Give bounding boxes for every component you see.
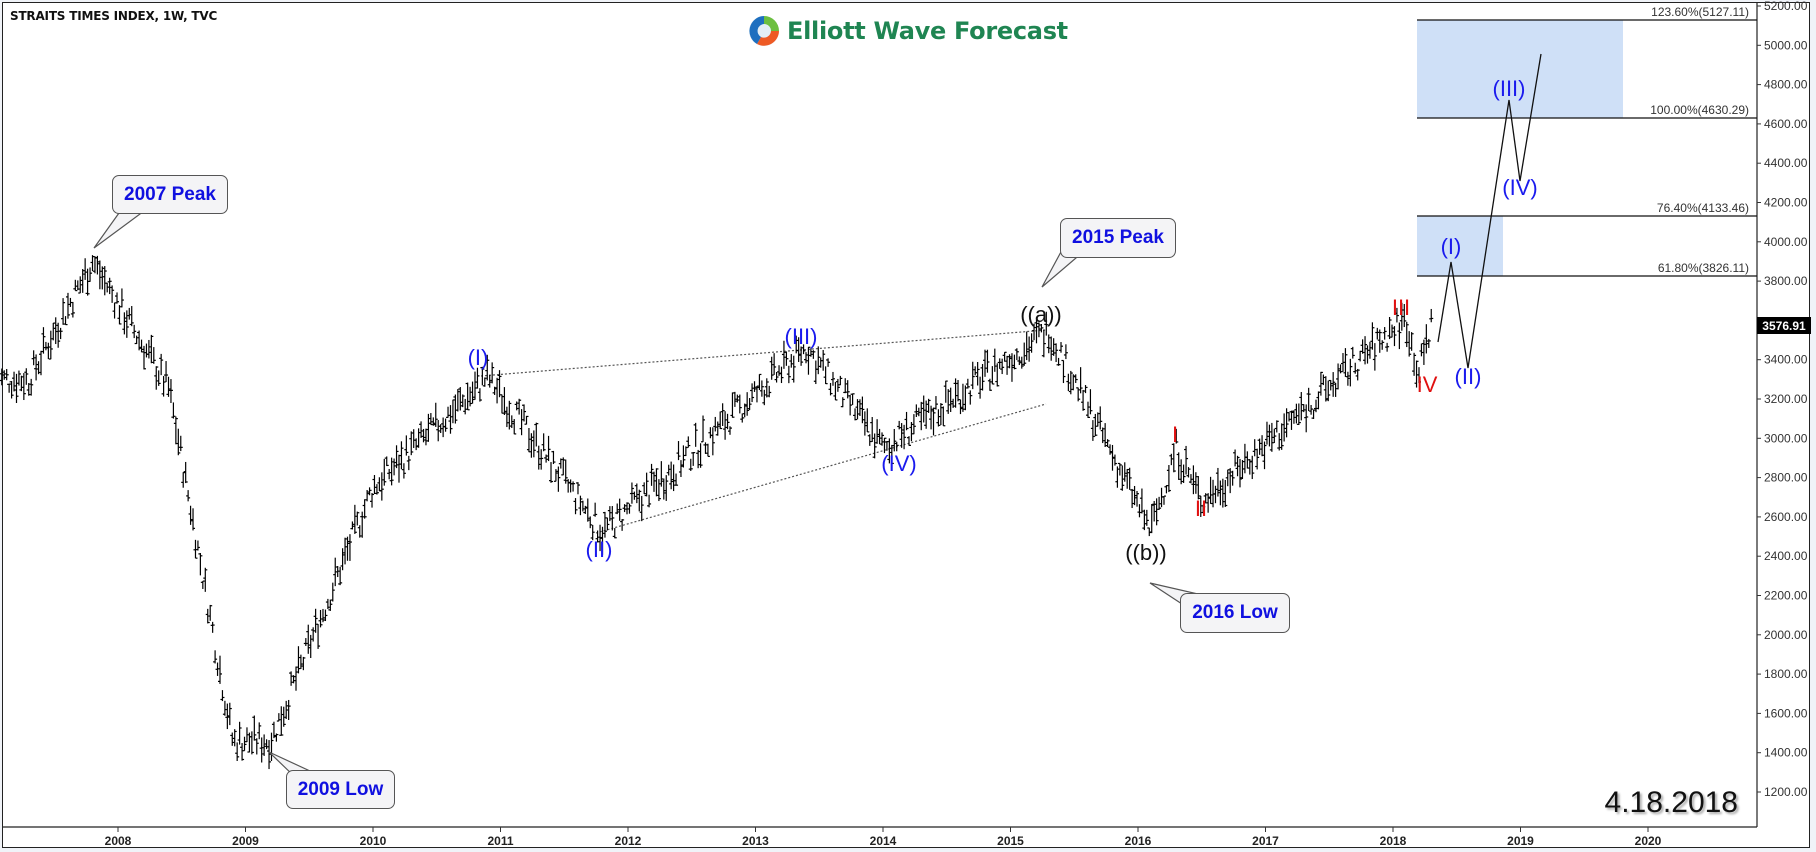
logo-swirl-icon [749, 16, 779, 46]
logo-text: Elliott Wave Forecast [787, 17, 1068, 45]
wave-label: (I) [1441, 234, 1462, 259]
svg-text:4400.00: 4400.00 [1764, 156, 1808, 170]
svg-text:2010: 2010 [360, 834, 387, 848]
svg-text:2018: 2018 [1380, 834, 1407, 848]
svg-text:5000.00: 5000.00 [1764, 38, 1808, 52]
wave-label: IV [1417, 372, 1438, 397]
svg-text:4000.00: 4000.00 [1764, 235, 1808, 249]
svg-text:123.60%(5127.11): 123.60%(5127.11) [1651, 5, 1749, 19]
wave-labels: (I)(II)(III)(IV)((a))((b))IIIIIIIV(I)(II… [468, 76, 1538, 565]
svg-text:3400.00: 3400.00 [1764, 353, 1808, 367]
callout-2016-low: 2016 Low [1180, 593, 1290, 633]
svg-text:2014: 2014 [870, 834, 897, 848]
wave-label: (II) [1455, 364, 1482, 389]
svg-text:2013: 2013 [742, 834, 769, 848]
svg-text:1400.00: 1400.00 [1764, 746, 1808, 760]
wave-label: I [1172, 422, 1178, 447]
svg-text:2009: 2009 [232, 834, 259, 848]
callout-2009-low: 2009 Low [286, 770, 395, 809]
price-bars [0, 255, 1434, 770]
svg-text:2800.00: 2800.00 [1764, 471, 1808, 485]
last-price-badge: 3576.91 [1757, 317, 1811, 334]
svg-text:2017: 2017 [1252, 834, 1279, 848]
svg-text:1600.00: 1600.00 [1764, 706, 1808, 720]
svg-text:2016: 2016 [1125, 834, 1152, 848]
svg-text:5200.00: 5200.00 [1764, 0, 1808, 13]
svg-text:2015: 2015 [997, 834, 1024, 848]
svg-text:1200.00: 1200.00 [1764, 785, 1808, 799]
wave-label: (III) [1493, 76, 1526, 101]
svg-text:2400.00: 2400.00 [1764, 549, 1808, 563]
svg-text:1800.00: 1800.00 [1764, 667, 1808, 681]
svg-text:3800.00: 3800.00 [1764, 274, 1808, 288]
svg-text:76.40%(4133.46): 76.40%(4133.46) [1657, 201, 1749, 215]
svg-text:100.00%(4630.29): 100.00%(4630.29) [1650, 103, 1749, 117]
fib-target-zone-upper [1417, 20, 1623, 118]
wave-label: (IV) [1502, 175, 1537, 200]
wave-label: (IV) [881, 451, 916, 476]
fib-target-zone-lower [1417, 216, 1503, 276]
svg-text:2020: 2020 [1635, 834, 1662, 848]
wave-label: ((a)) [1020, 302, 1062, 327]
wave-label: II [1195, 496, 1207, 521]
svg-text:2008: 2008 [105, 834, 132, 848]
price-axis-ticks: 5200.00 5000.00 4800.00 4600.00 4400.00 4200.… [1757, 0, 1808, 799]
fib-lines [1417, 19, 1757, 277]
svg-text:3000.00: 3000.00 [1764, 431, 1808, 445]
time-axis-ticks: 2008 2009 2010 2011 2012 2013 2014 2015 2016 2017… [105, 827, 1662, 848]
callout-2007-peak: 2007 Peak [112, 175, 228, 214]
wave-label: (III) [785, 324, 818, 349]
wave-label: (II) [586, 537, 613, 562]
triangle-trendlines [480, 329, 1047, 534]
svg-text:2600.00: 2600.00 [1764, 510, 1808, 524]
svg-text:4600.00: 4600.00 [1764, 117, 1808, 131]
wave-label: ((b)) [1125, 540, 1167, 565]
svg-text:61.80%(3826.11): 61.80%(3826.11) [1658, 261, 1749, 275]
svg-text:2011: 2011 [487, 834, 513, 848]
chart-title: STRAITS TIMES INDEX, 1W, TVC [10, 9, 218, 23]
svg-text:2000.00: 2000.00 [1764, 628, 1808, 642]
svg-text:4200.00: 4200.00 [1764, 196, 1808, 210]
date-stamp: 4.18.2018 [1604, 786, 1738, 819]
wave-label: (I) [468, 345, 489, 370]
svg-text:4800.00: 4800.00 [1764, 78, 1808, 92]
projected-wave-path [1437, 53, 1542, 369]
callout-tails [93, 205, 1200, 779]
svg-text:2012: 2012 [615, 834, 642, 848]
svg-text:2200.00: 2200.00 [1764, 589, 1808, 603]
svg-text:3200.00: 3200.00 [1764, 392, 1808, 406]
wave-label: III [1392, 295, 1410, 320]
brand-logo: Elliott Wave Forecast [747, 12, 1068, 50]
callout-2015-peak: 2015 Peak [1060, 218, 1176, 258]
fib-labels: 123.60%(5127.11) 100.00%(4630.29) 76.40%… [1650, 5, 1749, 275]
svg-text:2019: 2019 [1507, 834, 1534, 848]
